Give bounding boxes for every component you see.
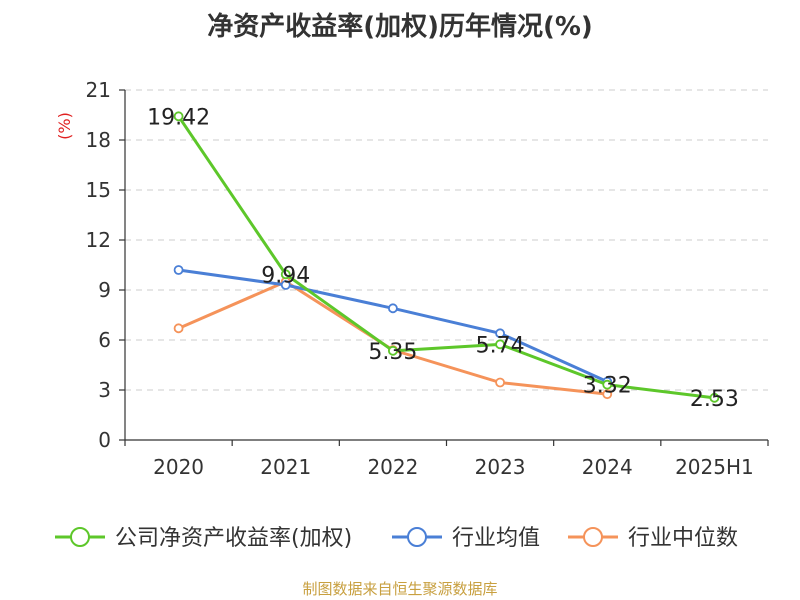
- data-label: 5.74: [476, 333, 525, 358]
- data-point: [602, 379, 613, 390]
- legend-marker: [407, 527, 427, 547]
- series-layer: [173, 111, 720, 403]
- data-point: [602, 389, 613, 400]
- x-tick-label: 2021: [260, 455, 311, 479]
- y-tick-label: 12: [86, 228, 111, 252]
- series-line: [177, 280, 608, 396]
- legend-marker: [70, 527, 90, 547]
- data-point: [495, 377, 505, 388]
- legend-label: 公司净资产收益率(加权): [115, 526, 352, 551]
- y-tick-label: 18: [86, 128, 111, 152]
- x-tick-label: 2020: [153, 455, 204, 479]
- data-label: 3.32: [583, 374, 632, 399]
- data-point: [280, 269, 291, 280]
- data-label: 2.53: [690, 387, 739, 412]
- data-labels: 19.42 9.94 5.35 5.74 3.32 2.53: [147, 105, 739, 412]
- legend-label: 行业均值: [452, 526, 540, 551]
- series-line: [178, 268, 608, 384]
- x-tick-label: 2024: [582, 455, 633, 479]
- data-label: 9.94: [261, 263, 310, 288]
- legend-marker: [583, 527, 603, 547]
- data-label: 5.35: [368, 340, 417, 365]
- unit-label: (%): [55, 112, 74, 140]
- source-note: 制图数据来自恒生聚源数据库: [302, 580, 498, 598]
- grid-lines: [125, 89, 768, 391]
- data-point: [173, 265, 184, 275]
- y-tick-label: 9: [98, 278, 111, 302]
- data-point: [709, 392, 720, 403]
- data-point: [388, 345, 398, 356]
- y-tick-label: 6: [98, 328, 111, 352]
- data-point: [173, 323, 184, 334]
- data-point: [388, 303, 398, 314]
- data-point: [495, 339, 505, 350]
- data-point: [495, 328, 505, 339]
- y-tick-label: 21: [86, 78, 111, 102]
- y-tick-label: 15: [86, 178, 111, 202]
- y-tick-label: 0: [98, 428, 111, 452]
- legend: 公司净资产收益率(加权) 行业均值 行业中位数: [55, 526, 738, 551]
- data-point: [280, 280, 291, 290]
- x-tick-label: 2023: [475, 455, 526, 479]
- series-line: [177, 115, 715, 400]
- data-point: [173, 111, 184, 122]
- x-tick-label: 2025H1: [675, 455, 754, 479]
- chart-title: 净资产收益率(加权)历年情况(%): [207, 12, 593, 42]
- data-label: 19.42: [147, 105, 210, 130]
- y-tick-label: 3: [98, 378, 111, 402]
- x-tick-label: 2022: [367, 455, 418, 479]
- axes: 0 3 6 9 12 15 18 21 2020 2021 2022 2023 2024 2025H1 (%…: [55, 78, 769, 479]
- legend-label: 行业中位数: [628, 526, 738, 551]
